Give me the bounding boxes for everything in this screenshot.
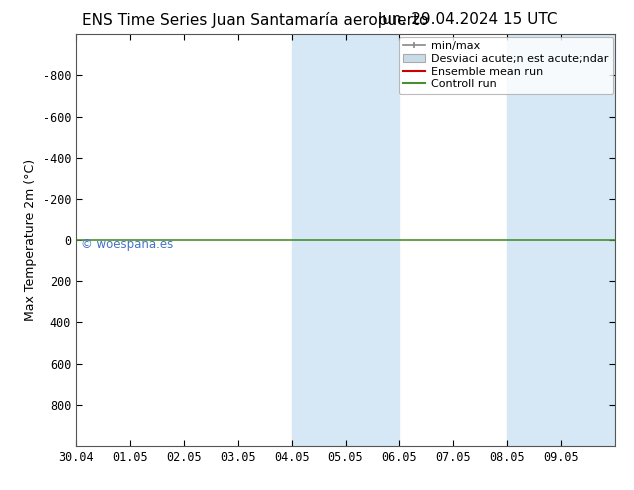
Bar <box>292 34 399 446</box>
Text: © woespana.es: © woespana.es <box>81 238 174 251</box>
Y-axis label: Max Temperature 2m (°C): Max Temperature 2m (°C) <box>24 159 37 321</box>
Text: ENS Time Series Juan Santamaría aeropuerto: ENS Time Series Juan Santamaría aeropuer… <box>82 12 429 28</box>
Legend: min/max, Desviaci acute;n est acute;ndar, Ensemble mean run, Controll run: min/max, Desviaci acute;n est acute;ndar… <box>399 37 612 94</box>
Text: lun. 29.04.2024 15 UTC: lun. 29.04.2024 15 UTC <box>378 12 558 27</box>
Bar <box>507 34 615 446</box>
